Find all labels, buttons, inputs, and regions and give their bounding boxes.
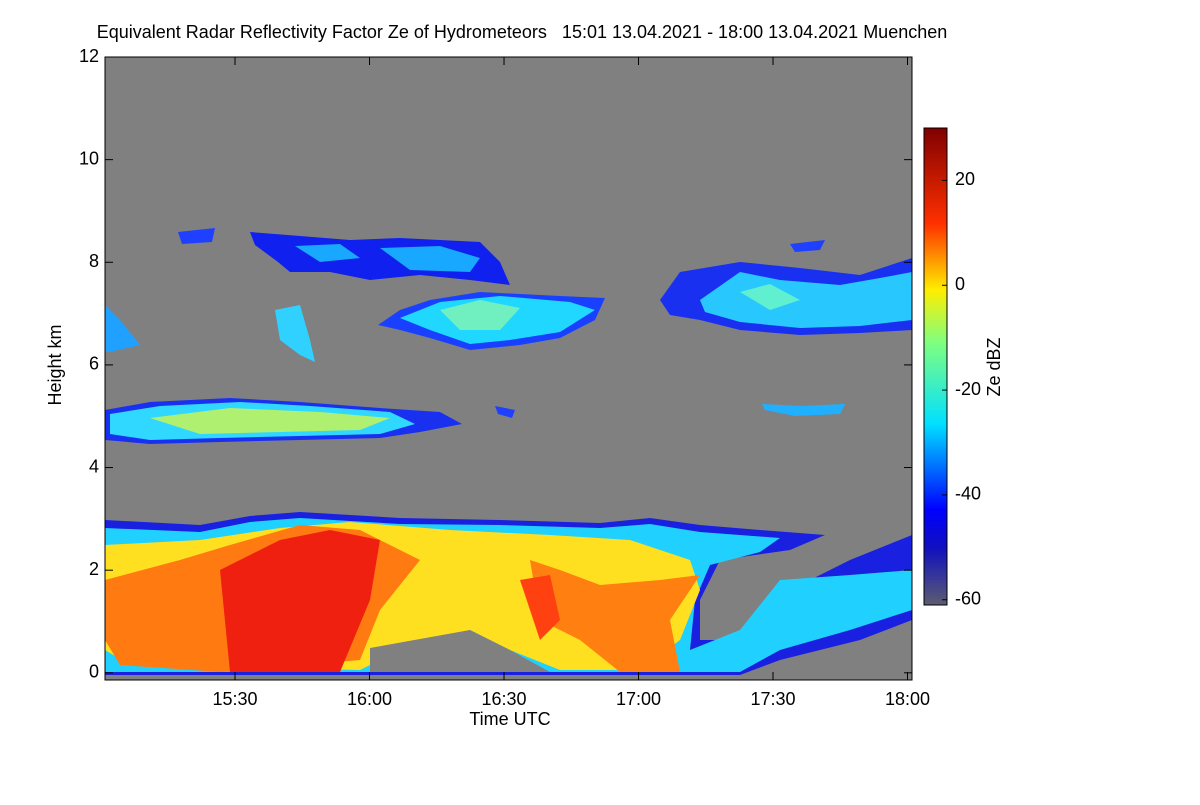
chart-title: Equivalent Radar Reflectivity Factor Ze … [97,22,948,42]
echo [370,630,550,672]
echo [530,560,700,672]
colorbar-tick-label: 0 [955,274,965,294]
x-tick-label: 16:30 [481,689,526,709]
echo [520,575,560,640]
y-tick-label: 12 [79,46,99,66]
colorbar [923,127,948,606]
echo [762,404,845,416]
x-tick-label: 18:00 [885,689,930,709]
colorbar-tick-label: -40 [955,484,981,504]
echo [740,284,800,310]
reflectivity-field [105,228,912,675]
echo [150,408,390,434]
colorbar-label: Ze dBZ [984,337,1004,396]
y-tick-label: 10 [79,148,99,168]
echo [495,406,515,418]
colorbar-tick-label: -20 [955,379,981,399]
x-tick-label: 15:30 [212,689,257,709]
y-tick-label: 6 [89,354,99,374]
echo [178,228,215,244]
y-tick-label: 8 [89,251,99,271]
x-axis-label: Time UTC [469,709,550,729]
echo [275,305,315,362]
colorbar-tick-label: 20 [955,169,975,189]
echo [220,530,380,672]
x-tick-label: 17:30 [750,689,795,709]
x-tick-label: 16:00 [347,689,392,709]
echo [440,300,520,330]
x-tick-label: 17:00 [616,689,661,709]
y-tick-label: 2 [89,559,99,579]
y-axis-label: Height km [45,324,65,405]
echo [790,240,825,252]
echo [295,244,480,272]
y-tick-label: 4 [89,456,99,476]
echo [105,305,140,352]
y-tick-label: 0 [89,662,99,682]
echo [700,272,912,328]
colorbar-tick-label: -60 [955,589,981,609]
plot-frame [104,56,913,681]
